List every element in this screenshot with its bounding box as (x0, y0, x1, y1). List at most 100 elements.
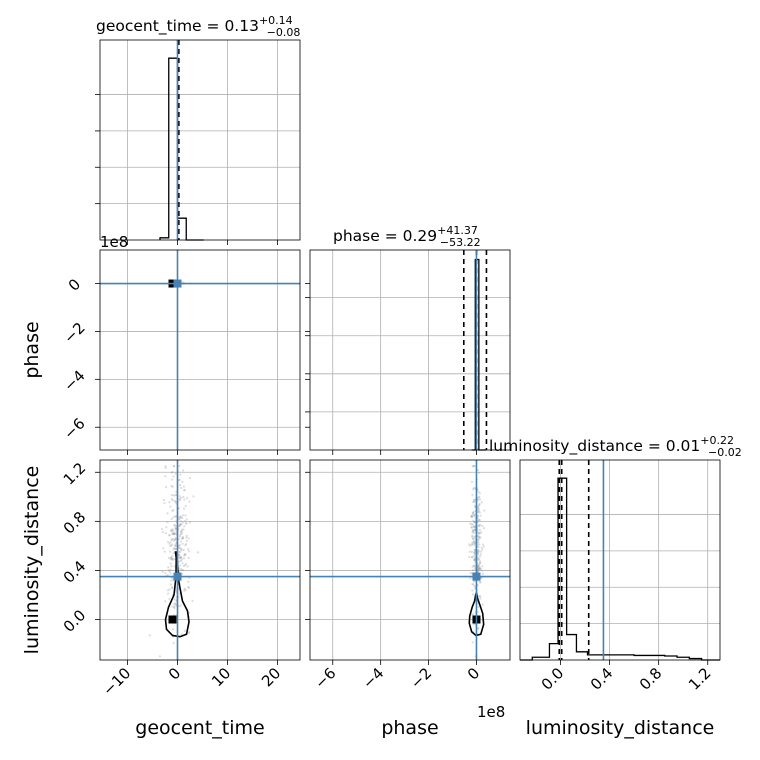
xlabel-phase: phase (381, 717, 438, 739)
scatter-point (179, 499, 182, 502)
scatter-point (185, 542, 188, 546)
scatter-point (174, 544, 177, 547)
scatter-point (181, 521, 184, 524)
scatter-point (171, 499, 174, 502)
scatter-point (480, 501, 483, 504)
scatter-point (169, 557, 172, 561)
scatter-point (477, 504, 480, 507)
scatter-point (478, 518, 481, 522)
scatter-point (172, 465, 176, 468)
title-phase: phase = 0.29+41.37 −53.22 (333, 224, 481, 249)
scatter-point (174, 526, 177, 529)
scatter-point (196, 551, 200, 554)
scatter-point (192, 495, 195, 498)
scatter-points-layer (100, 250, 510, 660)
scatter-point (171, 485, 174, 488)
xtick-label-phase-0: −6 (311, 664, 339, 692)
scatter-point (178, 465, 181, 468)
scatter-point (171, 478, 174, 481)
scatter-point (191, 599, 194, 603)
scatter-point (178, 551, 181, 554)
scatter-point (165, 486, 168, 489)
scatter-point (471, 543, 474, 546)
scatter-point (478, 561, 482, 565)
scatter-point (481, 565, 484, 568)
scatter-point (170, 543, 174, 546)
scatter-point (172, 475, 175, 478)
scatter-point (473, 565, 476, 568)
panel-phase-vs-phase-frame (309, 249, 511, 451)
scatter-point (172, 532, 175, 536)
scatter-point (477, 471, 481, 474)
xtick-label-geocent_time-3: 20 (258, 664, 284, 690)
scatter-point (477, 566, 481, 569)
scatter-point (479, 567, 482, 570)
scatter-point (178, 560, 181, 563)
scatter-point (183, 589, 186, 592)
xtick-label-geocent_time-2: 10 (208, 664, 234, 690)
scatter-point (170, 484, 173, 488)
scatter-point (470, 480, 474, 483)
scatter-point (469, 571, 472, 575)
scatter-point (185, 539, 188, 543)
scatter-point (173, 524, 176, 527)
scatter-point (174, 494, 177, 497)
scatter-point (478, 528, 482, 532)
panel-luminosity_distance-vs-luminosity_distance-frame (519, 459, 721, 661)
scatter-point (477, 570, 480, 573)
scatter-point (173, 532, 176, 536)
scatter-point (483, 509, 486, 512)
scatter-point (184, 553, 187, 556)
scatter-point (179, 604, 182, 607)
scatter-point (471, 493, 474, 496)
scatter-point (171, 558, 174, 561)
scatter-point (470, 514, 473, 518)
scatter-point (478, 531, 481, 534)
scatter-point (166, 592, 170, 595)
scatter-point (471, 465, 474, 468)
scatter-luminosity_distance-vs-phase (310, 460, 510, 660)
scatter-point (173, 499, 177, 503)
scatter-point (179, 473, 182, 476)
scatter-point (170, 471, 173, 474)
scatter-point (182, 495, 185, 499)
scatter-point (181, 469, 185, 472)
scatter-point (178, 564, 182, 567)
scatter-point (164, 465, 167, 468)
scatter-point (166, 540, 170, 544)
scatter-point (481, 572, 484, 576)
scatter-point (177, 546, 181, 549)
scatter-point (180, 549, 183, 552)
scatter-point (471, 523, 474, 526)
scatter-point (170, 493, 173, 497)
scatter-point (188, 476, 192, 480)
scatter-point (173, 544, 177, 547)
scatter-point (173, 515, 177, 518)
scatter-point (164, 600, 167, 603)
ytick-label-luminosity_distance-1: 0.4 (60, 557, 90, 587)
scatter-point (478, 503, 481, 507)
scatter-point (169, 541, 172, 544)
scatter-point (170, 586, 174, 589)
scatter-point (478, 543, 481, 546)
scatter-point (473, 540, 476, 543)
scatter-point (162, 547, 165, 550)
scatter-point (478, 536, 481, 539)
scatter-point (473, 543, 476, 547)
scatter-point (184, 504, 187, 508)
scatter-point (181, 537, 184, 540)
scatter-point (476, 506, 480, 509)
scatter-point (174, 537, 177, 540)
scatter-point (171, 558, 174, 561)
scatter-point (477, 535, 480, 538)
scatter-point (472, 498, 476, 502)
scatter-point (173, 603, 176, 606)
scatter-point (180, 496, 183, 500)
scatter-point (473, 558, 476, 562)
scatter-point (182, 489, 186, 492)
grid-layer (100, 40, 720, 660)
scatter-point (162, 498, 165, 502)
ytick-label-phase-0: −6 (60, 415, 88, 443)
scatter-point (472, 531, 475, 535)
scatter-point (476, 548, 480, 552)
